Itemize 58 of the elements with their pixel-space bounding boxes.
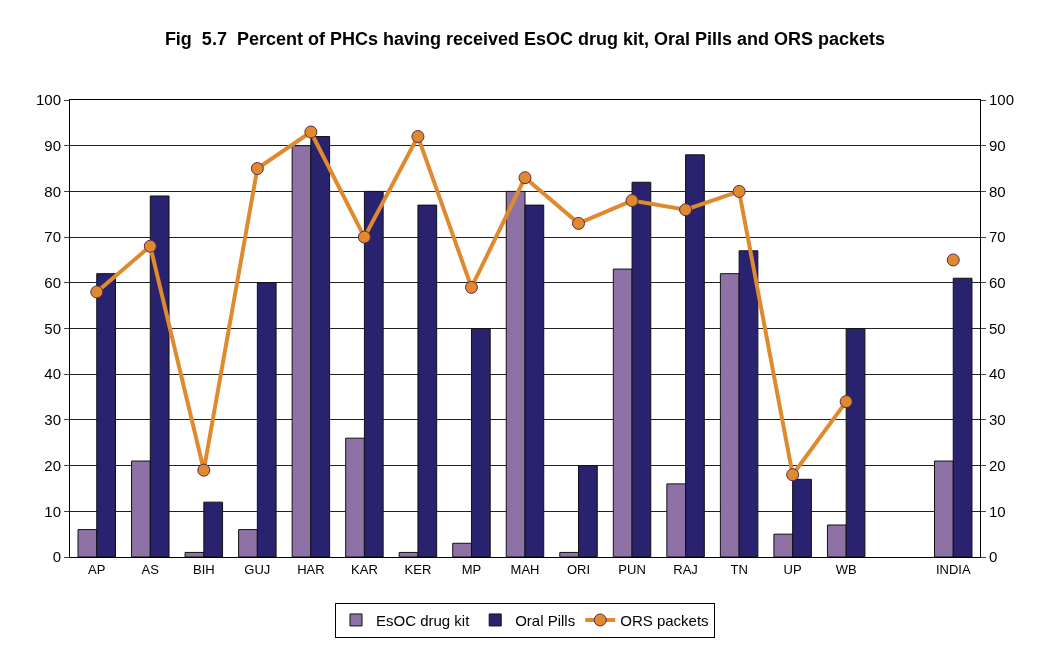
y2-tick-label: 30 (989, 411, 1006, 429)
point (839, 395, 853, 409)
x-tick-label: ORI (566, 561, 591, 577)
x-tick-label: RAJ (673, 561, 698, 577)
point (464, 280, 478, 294)
point (304, 125, 318, 139)
point (143, 239, 157, 253)
x-tick-label: KER (404, 561, 432, 577)
x-tick-label: BIH (192, 561, 215, 577)
point (786, 468, 800, 482)
y2-tick-label: 40 (989, 365, 1006, 383)
x-tick-label: GUJ (244, 561, 271, 577)
x-tick-label: WB (835, 561, 857, 577)
y-tick-label: 80 (44, 182, 61, 200)
point (90, 285, 104, 299)
y2-tick-label: 50 (989, 319, 1006, 337)
point (679, 203, 693, 217)
y-tick-label: 30 (44, 411, 61, 429)
point (411, 130, 425, 144)
x-tick-label: HAR (297, 561, 325, 577)
point (946, 253, 960, 267)
x-tick-label: UP (783, 561, 802, 577)
x-tick-label: MAH (510, 561, 540, 577)
chart-title: Fig 5.7 Percent of PHCs having received EsOC drug kit, Oral Pills and ORS packets (164, 29, 886, 50)
x-tick-label: INDIA (935, 561, 971, 577)
legend-label: EsOC drug kit (376, 611, 471, 629)
x-tick-label: KAR (351, 561, 378, 577)
y-tick-label: 10 (44, 502, 61, 520)
point (197, 463, 211, 477)
y-tick-label: 100 (35, 91, 61, 109)
y-tick-label: 90 (44, 136, 61, 154)
x-tick-label: TN (730, 561, 748, 577)
y-tick-label: 60 (44, 274, 61, 292)
y2-tick-label: 70 (989, 228, 1006, 246)
legend-label: Oral Pills (515, 611, 576, 629)
y2-tick-label: 20 (989, 456, 1006, 474)
point (732, 184, 746, 198)
point (357, 230, 371, 244)
point (518, 171, 532, 185)
point (572, 216, 586, 230)
y-tick-label: 50 (44, 319, 61, 337)
y-tick-label: 40 (44, 365, 61, 383)
point (250, 162, 264, 176)
x-tick-label: PUN (618, 561, 646, 577)
y-tick-label: 20 (44, 456, 61, 474)
x-tick-label: AP (88, 561, 106, 577)
y2-tick-label: 80 (989, 182, 1006, 200)
y2-tick-label: 90 (989, 136, 1006, 154)
y-tick-label: 0 (52, 548, 61, 566)
point (625, 194, 639, 208)
x-tick-label: AS (141, 561, 160, 577)
y-tick-label: 70 (44, 228, 61, 246)
x-tick-label: MP (461, 561, 482, 577)
legend-label: ORS packets (620, 611, 709, 629)
y2-tick-label: 0 (989, 548, 998, 566)
y2-tick-label: 60 (989, 274, 1006, 292)
y2-tick-label: 100 (989, 91, 1015, 109)
y2-tick-label: 10 (989, 502, 1006, 520)
